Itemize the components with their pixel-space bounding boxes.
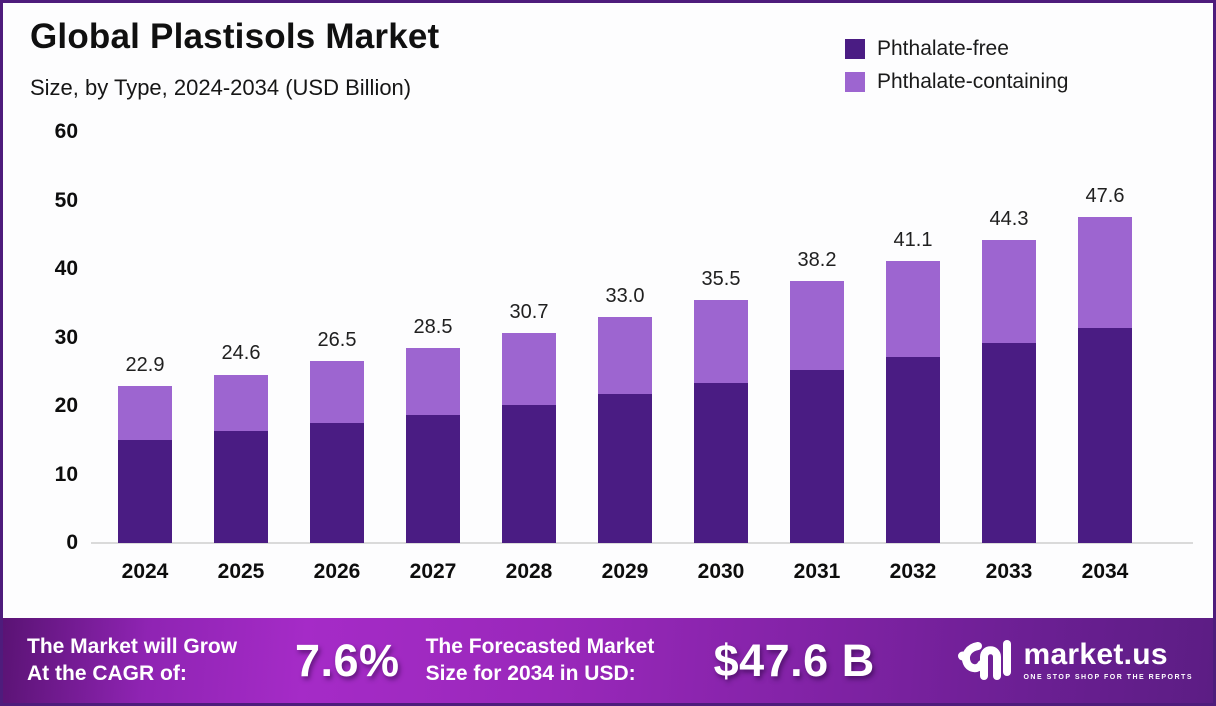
x-axis-label: 2030 [697, 560, 745, 583]
stacked-bar-2026 [310, 361, 364, 543]
cagr-label: The Market will Grow At the CAGR of: [27, 634, 279, 687]
stacked-bar-2030 [694, 299, 748, 543]
stacked-bar-2024 [118, 386, 172, 543]
legend-item: Phthalate-containing [845, 70, 1068, 94]
stacked-bar-2034 [1078, 216, 1132, 543]
y-axis-tick-label: 30 [54, 325, 78, 349]
forecast-label-line2: Size for 2034 in USD: [425, 661, 636, 685]
marketus-logo-text: market.us ONE STOP SHOP FOR THE REPORTS [1023, 638, 1193, 682]
marketus-logo-icon [958, 639, 1012, 680]
bar-total-label: 44.3 [989, 207, 1029, 230]
x-axis-label: 2028 [505, 560, 553, 583]
y-axis-tick-label: 60 [54, 120, 78, 143]
x-axis-label: 2032 [889, 560, 937, 583]
stacked-bar-2028 [502, 332, 556, 543]
bar-segment-phthalate-free [694, 382, 748, 543]
bar-segment-phthalate-free [598, 394, 652, 543]
cagr-label-line2: At the CAGR of: [27, 661, 187, 685]
bar-chart: 0 10 20 30 40 50 60 22.9 2024 24.6 2025 26.5 2026 28.… [3, 3, 1213, 703]
legend-swatch-icon [845, 39, 865, 59]
stacked-bar-2031 [790, 281, 844, 543]
cagr-label-line1: The Market will Grow [27, 635, 238, 659]
bar-segment-phthalate-containing [502, 332, 556, 405]
bar-total-label: 24.6 [221, 342, 261, 365]
y-axis-tick-label: 0 [66, 531, 78, 554]
bar-total-label: 26.5 [317, 329, 357, 352]
bar-segment-phthalate-free [502, 404, 556, 543]
stacked-bar-2033 [982, 239, 1036, 543]
bar-total-label: 41.1 [893, 229, 933, 252]
bar-segment-phthalate-free [886, 356, 940, 543]
bar-segment-phthalate-containing [1078, 216, 1132, 328]
legend-label: Phthalate-free [877, 37, 1009, 60]
x-axis-label: 2024 [121, 560, 169, 583]
x-axis-label: 2034 [1081, 560, 1129, 583]
bar-total-label: 33.0 [605, 284, 645, 307]
stacked-bar-2029 [598, 316, 652, 543]
bar-total-label: 30.7 [509, 300, 549, 323]
bar-segment-phthalate-containing [982, 239, 1036, 343]
stacked-bar-2025 [214, 374, 268, 543]
legend-item: Phthalate-free [845, 37, 1068, 61]
forecast-label: The Forecasted Market Size for 2034 in U… [426, 634, 674, 687]
marketus-logo: market.us ONE STOP SHOP FOR THE REPORTS [957, 637, 1193, 685]
logo-tagline: ONE STOP SHOP FOR THE REPORTS [1023, 674, 1193, 681]
y-axis-tick-label: 50 [54, 188, 78, 212]
bar-segment-phthalate-free [118, 439, 172, 543]
bar-segment-phthalate-containing [406, 347, 460, 415]
bar-segment-phthalate-containing [886, 261, 940, 357]
bar-total-label: 28.5 [413, 315, 453, 338]
y-axis-tick-label: 40 [54, 257, 78, 280]
legend: Phthalate-free Phthalate-containing [845, 37, 1068, 94]
x-axis-label: 2031 [793, 560, 841, 583]
cagr-value: 7.6% [295, 634, 400, 686]
footer-banner: The Market will Grow At the CAGR of: 7.6… [3, 618, 1213, 703]
x-axis-label: 2025 [217, 560, 265, 583]
bar-segment-phthalate-free [790, 369, 844, 543]
bar-segment-phthalate-free [214, 430, 268, 543]
legend-label: Phthalate-containing [877, 70, 1069, 93]
bar-segment-phthalate-free [406, 414, 460, 543]
page-title: Global Plastisols Market [30, 17, 440, 56]
logo-name: market.us [1023, 638, 1168, 671]
bar-segment-phthalate-containing [694, 299, 748, 383]
bar-segment-phthalate-containing [214, 374, 268, 431]
bar-segment-phthalate-free [1078, 327, 1132, 543]
x-axis-label: 2027 [409, 560, 457, 583]
bar-total-label: 38.2 [797, 249, 837, 272]
bar-segment-phthalate-containing [118, 386, 172, 440]
stacked-bar-2032 [886, 261, 940, 543]
bar-segment-phthalate-free [310, 423, 364, 543]
bar-segment-phthalate-free [982, 342, 1036, 543]
bar-segment-phthalate-containing [598, 316, 652, 395]
forecast-value: $47.6 B [713, 634, 875, 686]
x-axis-label: 2029 [601, 560, 649, 583]
y-axis-tick-label: 20 [54, 394, 78, 417]
page-subtitle: Size, by Type, 2024-2034 (USD Billion) [30, 75, 412, 100]
y-axis-tick-label: 10 [54, 462, 78, 486]
bar-segment-phthalate-containing [790, 281, 844, 370]
bar-total-label: 35.5 [701, 267, 741, 290]
forecast-label-line1: The Forecasted Market [425, 635, 655, 659]
legend-swatch-icon [845, 72, 865, 92]
x-axis-line [91, 542, 1193, 544]
bar-segment-phthalate-containing [310, 361, 364, 424]
stacked-bar-2027 [406, 347, 460, 543]
bar-total-label: 47.6 [1085, 184, 1125, 207]
bar-total-label: 22.9 [125, 354, 165, 377]
x-axis-label: 2026 [313, 560, 361, 583]
x-axis-label: 2033 [985, 560, 1033, 583]
